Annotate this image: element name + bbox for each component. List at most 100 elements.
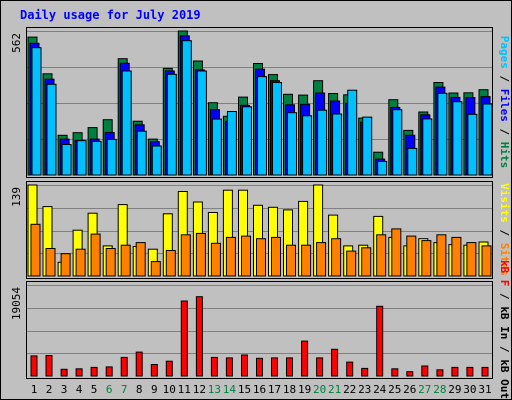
bar-kb-f <box>120 356 128 377</box>
bar-sites <box>481 245 492 277</box>
bar-sites <box>135 242 146 277</box>
legend-separator: / <box>498 223 511 243</box>
bar-kb-f <box>45 355 53 377</box>
x-tick-label: 31 <box>478 383 491 396</box>
y-max-tick-label: 19054 <box>10 287 23 320</box>
bar-pages <box>91 140 102 176</box>
bar-kb-f <box>105 366 113 377</box>
bar-kb-f <box>150 364 158 377</box>
y-max-tick-label: 139 <box>10 187 23 207</box>
bar-sites <box>75 248 86 277</box>
bar-kb-f <box>376 305 384 377</box>
legend-item: Sites <box>498 243 511 276</box>
x-tick-label: 16 <box>253 383 266 396</box>
chart-panel-3: 19054 kB F / kB In / kB Out <box>10 260 511 399</box>
bar-kb-f <box>286 357 293 377</box>
legend-separator: / <box>498 286 511 306</box>
x-tick-label: 8 <box>136 383 143 396</box>
chart-panel-2: 139 Visits / Sites <box>10 181 511 279</box>
bar-pages <box>121 70 132 176</box>
x-tick-label: 15 <box>238 383 251 396</box>
bar-sites <box>346 250 357 277</box>
legend-separator: / <box>498 339 511 359</box>
bar-pages <box>422 118 433 176</box>
x-tick-label: 13 <box>208 383 221 396</box>
x-tick-label: 25 <box>388 383 401 396</box>
bar-pages <box>377 160 388 176</box>
bar-sites <box>60 253 71 277</box>
x-tick-label: 7 <box>121 383 128 396</box>
bar-kb-f <box>361 367 369 377</box>
bar-kb-f <box>481 366 489 377</box>
bar-pages <box>272 82 282 176</box>
bar-sites <box>406 235 417 277</box>
bar-kb-f <box>210 356 218 377</box>
legend-separator: / <box>498 122 511 142</box>
legend-item: kB Out <box>498 359 511 399</box>
x-tick-label: 19 <box>298 383 311 396</box>
bar-sites <box>195 232 206 277</box>
bar-sites <box>30 223 41 277</box>
bar-kb-f <box>195 296 203 377</box>
x-tick-label: 27 <box>418 383 431 396</box>
x-tick-label: 5 <box>91 383 98 396</box>
chart-panel-1: 562 Pages / Files / Hits <box>10 27 511 178</box>
x-axis-labels: 1 2 3 4 5 6 7 8 9 10 11 12 13 14 15 16 17 18 19 20 21 22 23 24 2… <box>31 383 492 396</box>
bar-pages <box>211 118 222 176</box>
chart-title: Daily usage for July 2019 <box>20 8 201 22</box>
legend: kB F / kB In / kB Out <box>498 260 511 399</box>
bar-sites <box>180 234 191 277</box>
bar-pages <box>467 113 478 176</box>
x-tick-label: 2 <box>46 383 53 396</box>
bar-pages <box>362 116 373 176</box>
bar-sites <box>301 244 312 277</box>
legend-item: Pages <box>498 36 511 69</box>
x-tick-label: 9 <box>151 383 158 396</box>
legend-item: kB F <box>498 260 511 287</box>
bar-kb-f <box>60 368 68 377</box>
bar-kb-f <box>225 357 233 377</box>
bar-kb-f <box>271 357 278 377</box>
bar-kb-f <box>451 366 459 377</box>
bar-sites <box>120 244 131 277</box>
bar-pages <box>61 144 72 176</box>
bar-kb-f <box>90 366 98 377</box>
bar-kb-f <box>421 365 429 377</box>
bar-pages <box>482 103 493 176</box>
bar-kb-f <box>165 360 173 377</box>
x-tick-label: 30 <box>463 383 476 396</box>
bar-pages <box>31 47 42 176</box>
bar-kb-f <box>406 371 414 377</box>
bar-kb-f <box>75 368 83 377</box>
legend-item: Hits <box>498 142 511 169</box>
bar-kb-f <box>436 369 444 377</box>
legend-item: kB In <box>498 306 511 339</box>
bar-sites <box>391 228 402 277</box>
bar-kb-f <box>316 357 324 377</box>
bar-pages <box>407 147 418 176</box>
bar-sites <box>256 238 266 277</box>
bar-kb-f <box>256 357 263 377</box>
bar-kb-f <box>346 361 354 377</box>
bar-sites <box>225 236 236 277</box>
bar-kb-f <box>331 348 339 377</box>
x-tick-label: 3 <box>61 383 68 396</box>
bar-sites <box>421 240 432 277</box>
x-tick-label: 14 <box>223 383 237 396</box>
bar-sites <box>361 247 372 277</box>
bar-pages <box>302 115 313 176</box>
bar-pages <box>452 101 463 176</box>
x-tick-label: 12 <box>193 383 206 396</box>
legend: Pages / Files / Hits <box>498 36 511 169</box>
bar-pages <box>196 70 207 176</box>
bar-sites <box>45 248 56 277</box>
x-tick-label: 24 <box>373 383 387 396</box>
x-tick-label: 11 <box>178 383 191 396</box>
bar-kb-f <box>180 300 188 377</box>
legend: Visits / Sites <box>498 183 511 276</box>
legend-separator: / <box>498 69 511 89</box>
bar-pages <box>257 76 267 176</box>
bar-pages <box>347 89 358 176</box>
bar-pages <box>166 73 177 176</box>
x-tick-label: 22 <box>343 383 356 396</box>
